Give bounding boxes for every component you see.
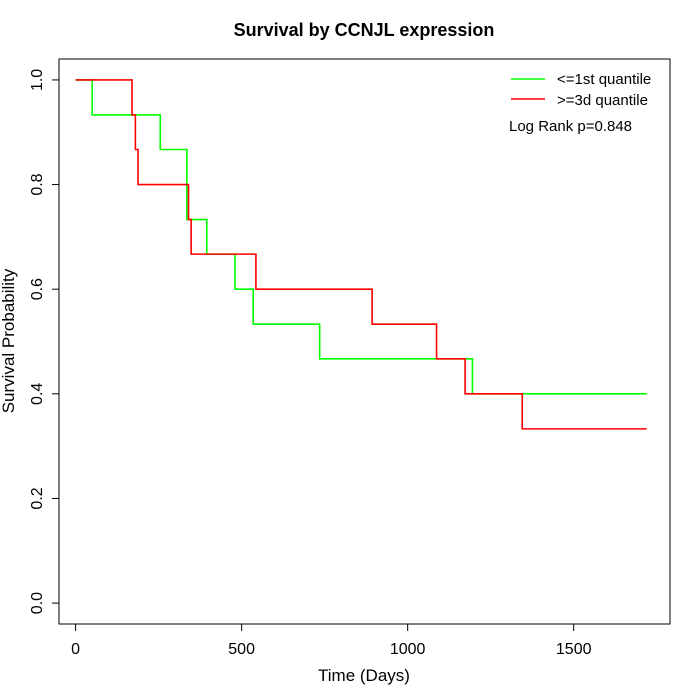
y-axis: 0.0 0.2 0.4 0.6 0.8 1.0 <box>29 69 60 614</box>
y-tick-label: 0.2 <box>29 487 46 509</box>
legend-label-low: <=1st quantile <box>557 71 651 88</box>
x-tick-label: 1000 <box>390 641 426 658</box>
x-tick-label: 500 <box>228 641 255 658</box>
legend-label-high: >=3d quantile <box>557 92 648 109</box>
y-axis-label: Survival Probability <box>0 268 18 413</box>
y-tick-label: 0.4 <box>29 383 46 405</box>
x-tick-label: 0 <box>71 641 80 658</box>
y-tick-label: 0.8 <box>29 173 46 195</box>
y-tick-label: 0.6 <box>29 278 46 300</box>
x-axis-label: Time (Days) <box>318 666 410 685</box>
y-tick-label: 0.0 <box>29 592 46 614</box>
log-rank-annotation: Log Rank p=0.848 <box>509 118 632 135</box>
series-layer <box>75 79 647 430</box>
x-axis: 0 500 1000 1500 <box>71 623 592 658</box>
chart-title: Survival by CCNJL expression <box>234 20 495 40</box>
x-tick-label: 1500 <box>556 641 592 658</box>
series-line-high <box>75 79 647 430</box>
legend: <=1st quantile >=3d quantile <box>511 71 651 109</box>
y-tick-label: 1.0 <box>29 69 46 91</box>
